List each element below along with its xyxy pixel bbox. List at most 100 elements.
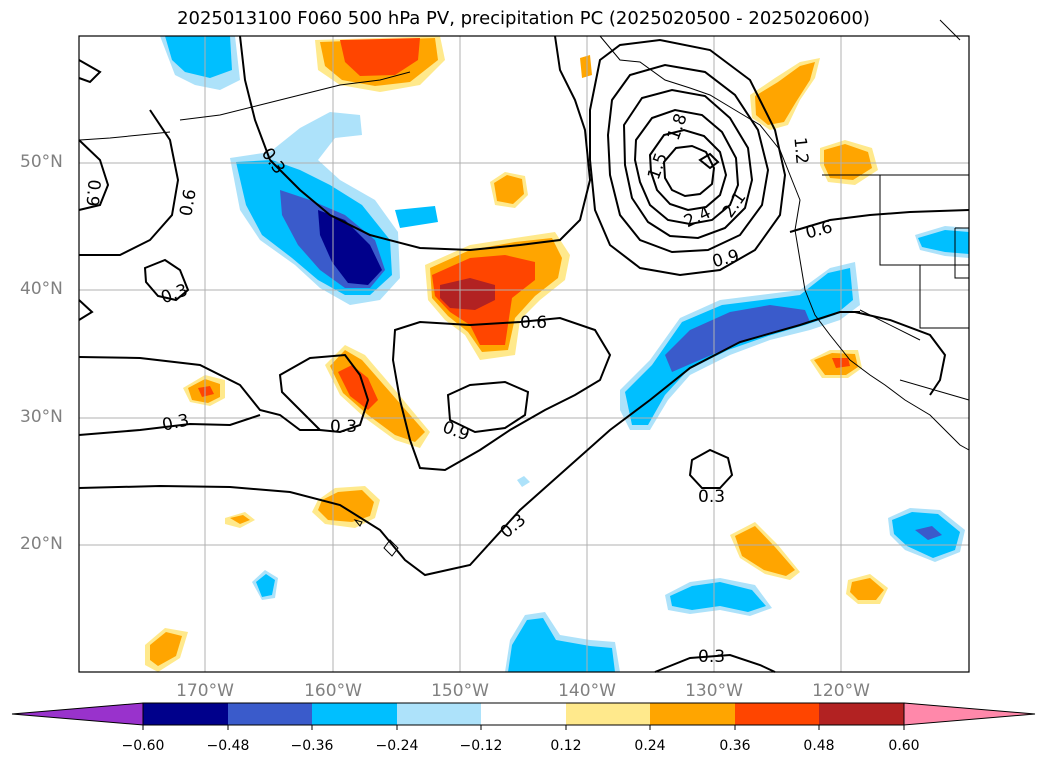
state-border xyxy=(879,175,969,266)
contour-label: 0.6 xyxy=(520,313,547,333)
map-background xyxy=(79,36,969,672)
contour-1.5-gulf xyxy=(622,88,754,240)
precip-patch xyxy=(230,515,250,524)
lat-label: 50°N xyxy=(20,152,63,172)
contour-max-gulf xyxy=(698,152,720,170)
precip-patch xyxy=(165,36,232,78)
contour-label: 1.2 xyxy=(789,136,811,165)
coastline xyxy=(939,19,961,41)
state-border xyxy=(954,227,969,279)
contour-label: 0.9 xyxy=(81,179,103,208)
lat-label: 40°N xyxy=(20,279,63,299)
precip-patch xyxy=(517,476,530,487)
colorbar-tick-label: −0.48 xyxy=(206,738,250,754)
contour-0.3-south xyxy=(688,448,734,489)
aleutian-islands xyxy=(79,131,171,141)
lon-label: 130°W xyxy=(685,681,743,701)
colorbar xyxy=(11,702,1036,730)
contour-0.9-gulf xyxy=(589,38,787,277)
precip-patch xyxy=(850,578,884,600)
colorbar-bin xyxy=(228,703,312,725)
contour-left-top xyxy=(78,59,102,84)
contour-2.1-gulf xyxy=(648,128,728,212)
precip-patch xyxy=(735,526,795,576)
precip-patch xyxy=(198,386,214,397)
contour-0.3-main xyxy=(78,311,860,577)
colorbar-tick-label: 0.48 xyxy=(803,738,835,754)
contour-0.9-central xyxy=(446,380,530,434)
colorbar-tick-label: −0.24 xyxy=(375,738,419,754)
colorbar-bin xyxy=(735,703,819,725)
precip-patch xyxy=(918,230,969,254)
colorbar-bin xyxy=(481,703,566,725)
coastline-west-na xyxy=(599,35,970,451)
pv-contours xyxy=(78,35,970,673)
precip-patch xyxy=(395,206,438,228)
coastlines xyxy=(79,19,970,557)
colorbar-bin xyxy=(566,703,650,725)
contour-0.6-right xyxy=(789,209,970,233)
contour-0.3-coast xyxy=(854,311,947,396)
precip-patch xyxy=(915,526,942,540)
colorbar-bin xyxy=(819,703,904,725)
lat-label: 30°N xyxy=(20,407,63,427)
aleutian-islands xyxy=(179,71,411,121)
contour-left-mid xyxy=(78,299,94,321)
gridlines xyxy=(79,36,969,672)
precip-patch xyxy=(256,574,275,597)
lon-label: 120°W xyxy=(812,681,870,701)
precipitation-shading xyxy=(145,36,969,672)
colorbar-bin xyxy=(143,703,228,725)
contour-0.3-upper xyxy=(239,35,271,161)
contour-0.3-west2 xyxy=(78,414,261,436)
contour-0.3-closed xyxy=(278,353,370,434)
colorbar-tick-label: 0.12 xyxy=(550,738,582,754)
precip-patch xyxy=(665,305,810,372)
contour-label: 0.3 xyxy=(330,417,357,437)
colorbar-tick-label: 0.24 xyxy=(634,738,666,754)
colorbar-tick-label: 0.36 xyxy=(719,738,751,754)
contour-label: 0.3 xyxy=(698,487,725,507)
precip-patch xyxy=(625,268,853,425)
colorbar-tick-label: 0.60 xyxy=(888,738,920,754)
colorbar-tick-label: −0.60 xyxy=(121,738,165,754)
colorbar-tick-label: −0.36 xyxy=(290,738,334,754)
contour-0.9-left xyxy=(78,139,110,211)
precip-patch xyxy=(318,490,374,522)
contour-0.6-trough xyxy=(269,35,592,252)
precip-patch xyxy=(670,582,766,612)
map-frame xyxy=(78,35,970,673)
precip-patch xyxy=(440,278,495,310)
colorbar-bin xyxy=(312,703,397,725)
colorbar-tick-label: −0.12 xyxy=(459,738,503,754)
precip-patch xyxy=(318,210,382,285)
contour-0.3-small xyxy=(143,258,190,302)
contour-0.6-central xyxy=(391,316,612,472)
contour-1.8-gulf xyxy=(633,108,740,226)
colorbar-bin xyxy=(650,703,735,725)
colorbar-bin xyxy=(397,703,481,725)
lon-label: 160°W xyxy=(304,681,362,701)
precip-patch xyxy=(508,618,615,672)
map-title: 2025013100 F060 500 hPa PV, precipitatio… xyxy=(177,8,870,29)
precip-patch xyxy=(580,55,592,78)
contour-0.6-left xyxy=(79,109,180,256)
contour-0.3-bottom xyxy=(654,653,776,673)
precip-patch xyxy=(494,175,524,204)
hawaii-island xyxy=(353,519,363,527)
state-border xyxy=(919,265,969,329)
precip-patch xyxy=(150,632,182,666)
contour-1.2-gulf xyxy=(606,63,770,254)
precip-patch xyxy=(340,38,420,76)
precip-patch xyxy=(755,62,815,125)
lon-label: 170°W xyxy=(176,681,234,701)
colorbar-extend-min xyxy=(11,702,144,726)
colorbar-extend-max xyxy=(903,702,1036,726)
contour-label: 0.3 xyxy=(698,647,725,667)
lon-label: 140°W xyxy=(558,681,616,701)
precip-patch xyxy=(824,144,872,180)
hawaii-island xyxy=(383,539,399,557)
lat-label: 20°N xyxy=(20,534,63,554)
contour-label: 0.6 xyxy=(176,188,200,218)
